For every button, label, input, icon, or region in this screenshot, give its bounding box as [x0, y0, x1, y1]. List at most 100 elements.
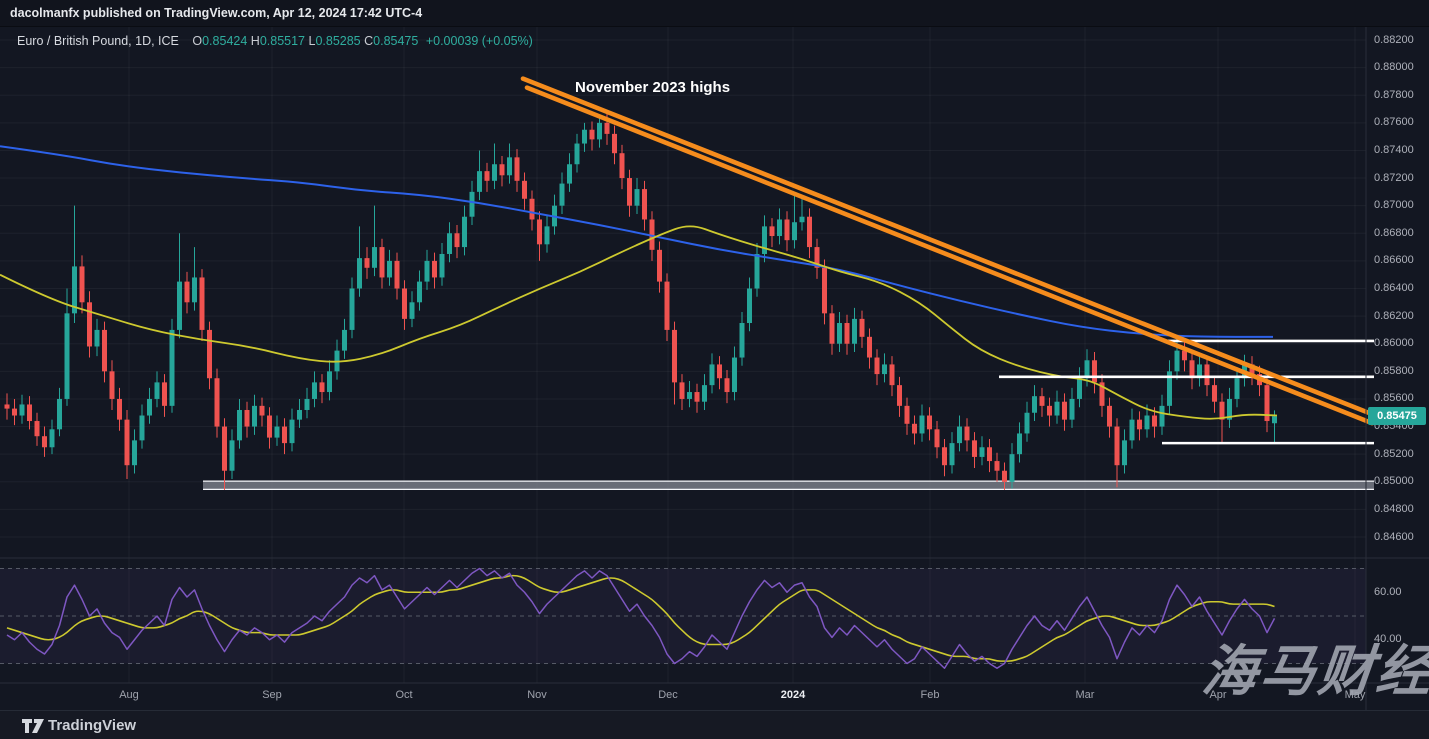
candle-body	[664, 281, 670, 330]
candle-body	[754, 253, 760, 289]
candle-body	[762, 226, 767, 254]
candle-body	[627, 178, 632, 206]
close-value: 0.85475	[373, 34, 419, 48]
high-label: H	[250, 34, 260, 48]
candle-body	[604, 122, 610, 134]
time-axis-label-May: May	[1344, 689, 1366, 701]
candle-body	[229, 440, 235, 471]
candle-body	[537, 219, 542, 245]
candle-body	[154, 382, 160, 399]
price-axis-label: 0.86800	[1374, 226, 1414, 239]
candle-body	[304, 398, 310, 410]
candle-body	[424, 260, 430, 282]
tradingview-brand[interactable]: TradingView	[48, 717, 137, 734]
candle-body	[1107, 405, 1112, 427]
candle-body	[349, 288, 355, 330]
candle-body	[927, 415, 932, 430]
candle-body	[274, 426, 280, 438]
candle-body	[267, 415, 272, 438]
sma-short-yellow[interactable]	[0, 225, 1278, 420]
candle-body	[477, 171, 482, 192]
candle-body	[102, 329, 107, 372]
candle-body	[49, 429, 55, 448]
rsi-line[interactable]	[6, 567, 1276, 669]
candle-body	[87, 302, 92, 347]
time-axis-label-Feb: Feb	[920, 689, 940, 701]
sma-long-blue[interactable]	[0, 145, 1273, 338]
candle-body	[897, 385, 902, 406]
candle-body	[822, 267, 827, 314]
price-axis-label: 0.87400	[1374, 143, 1414, 156]
rsi-ma-line[interactable]	[6, 574, 1275, 662]
candle-body	[207, 329, 212, 379]
symbol-title[interactable]: Euro / British Pound, 1D, ICE	[17, 34, 179, 48]
candle-body	[1039, 396, 1045, 406]
candle-body	[94, 329, 100, 347]
price-axis-label: 0.86200	[1374, 309, 1414, 322]
candle-body	[1197, 364, 1202, 379]
candle-body	[619, 153, 625, 179]
candle-body	[837, 323, 842, 344]
candle-body	[297, 409, 302, 420]
candle-body	[1174, 350, 1180, 372]
candle-body	[1069, 398, 1075, 420]
candle-body	[567, 164, 572, 184]
candle-body	[1047, 405, 1052, 416]
candle-body	[799, 216, 805, 223]
candle-body	[379, 247, 385, 278]
candle-body	[402, 288, 407, 319]
candle-body	[364, 258, 370, 268]
support-band-zone[interactable]	[203, 481, 1374, 490]
price-axis-label: 0.86000	[1374, 337, 1414, 350]
tradingview-logo-icon[interactable]	[22, 718, 46, 735]
candle-body	[1129, 419, 1135, 441]
price-axis-label: 0.86400	[1374, 282, 1414, 294]
candle-body	[1009, 454, 1015, 482]
candle-body	[904, 405, 910, 424]
candle-body	[1092, 360, 1097, 383]
candle-body	[649, 219, 655, 250]
candle-body	[282, 426, 287, 444]
candle-body	[4, 404, 10, 409]
candle-body	[252, 405, 257, 427]
candle-body	[139, 415, 145, 441]
candle-body	[177, 281, 182, 330]
candle-body	[1219, 401, 1225, 420]
open-value: 0.85424	[202, 34, 248, 48]
candle-body	[852, 318, 857, 344]
price-axis-label: 0.86600	[1374, 254, 1414, 267]
candle-body	[882, 364, 887, 375]
candle-body	[829, 313, 835, 344]
open-label: O	[192, 34, 203, 48]
channel-upper[interactable]	[520, 76, 1375, 417]
candle-body	[342, 329, 347, 351]
candle-body	[597, 122, 602, 140]
candle-body	[357, 258, 362, 289]
price-axis-label: 0.85200	[1374, 447, 1414, 460]
candle-body	[1249, 364, 1255, 375]
candle-body	[1084, 360, 1090, 379]
chart-legend[interactable]: Euro / British Pound, 1D, ICE O0.85424 H…	[17, 34, 533, 48]
time-axis-label-Oct: Oct	[395, 689, 413, 701]
candle-body	[1122, 440, 1127, 466]
candle-body	[889, 364, 895, 386]
candle-body	[484, 171, 490, 181]
candle-body	[792, 222, 797, 241]
time-axis-label-Apr: Apr	[1209, 689, 1227, 701]
candle-body	[394, 260, 400, 289]
candle-body	[147, 398, 152, 416]
candle-body	[1002, 470, 1007, 482]
candle-body	[942, 447, 947, 466]
channel-lower[interactable]	[524, 85, 1375, 426]
change-value: +0.00039 (+0.05%)	[425, 34, 533, 48]
candle-body	[919, 415, 925, 434]
time-axis-label-Sep: Sep	[262, 689, 282, 701]
candle-body	[1204, 364, 1210, 386]
candle-body	[64, 313, 70, 399]
candle-body	[1032, 396, 1037, 413]
candle-body	[1182, 350, 1187, 361]
candle-body	[289, 419, 295, 444]
time-axis-label-Aug: Aug	[119, 689, 139, 701]
